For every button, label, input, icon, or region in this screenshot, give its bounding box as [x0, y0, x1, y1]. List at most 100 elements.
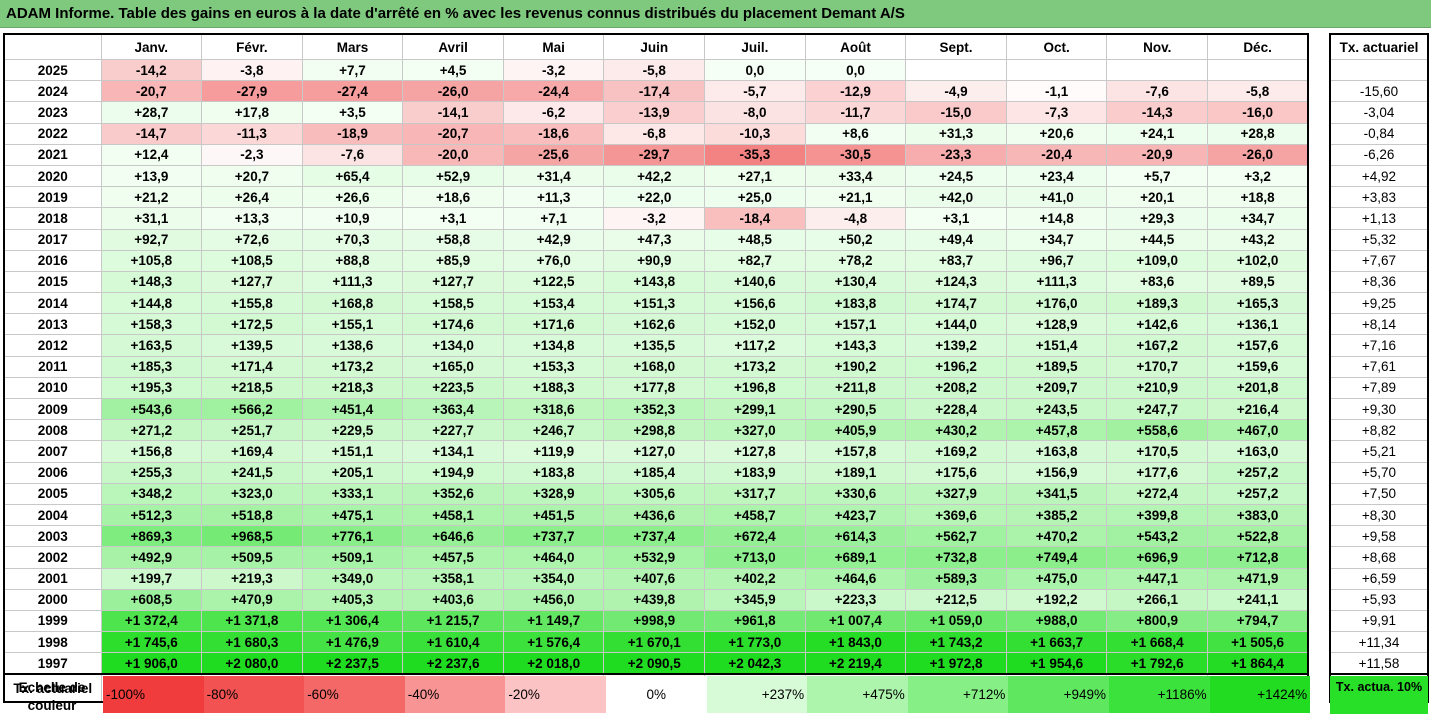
- tx-actuariel-cell: +5,70: [1329, 461, 1429, 484]
- heatmap-cell: +405,3: [301, 588, 404, 611]
- heatmap-cell: +961,8: [704, 609, 806, 633]
- year-label: 2006: [3, 461, 102, 484]
- heatmap-cell: +8,6: [804, 122, 907, 145]
- year-label: 2021: [3, 143, 102, 166]
- heatmap-cell: +403,6: [402, 588, 504, 611]
- heatmap-cell: +689,1: [804, 546, 907, 569]
- heatmap-cell: +257,2: [1207, 461, 1309, 484]
- heatmap-cell: +363,4: [402, 397, 504, 421]
- table-row: 2020 +13,9 +20,7 +65,4 +52,9 +31,4 +42,2 +27,1 +…: [3, 164, 1309, 188]
- heatmap-cell: +492,9: [100, 546, 203, 569]
- heatmap-cell: +201,8: [1207, 376, 1309, 400]
- title-bar: ADAM Informe. Table des gains en euros à…: [0, 0, 1431, 28]
- heatmap-cell: 0,0: [804, 58, 907, 82]
- side-row: +8,82: [1329, 419, 1429, 442]
- heatmap-cell: +151,1: [301, 440, 404, 463]
- side-row: +6,59: [1329, 567, 1429, 590]
- heatmap-cell: +183,9: [704, 461, 806, 484]
- heatmap-cell: +157,8: [804, 440, 907, 463]
- heatmap-cell: -14,1: [402, 101, 504, 124]
- heatmap-cell: +358,1: [402, 567, 504, 590]
- heatmap-cell: +247,7: [1106, 397, 1209, 421]
- heatmap-cell: +227,7: [402, 419, 504, 442]
- heatmap-cell: +255,3: [100, 461, 203, 484]
- heatmap-cell: -8,0: [704, 101, 806, 124]
- header-corner: [3, 33, 102, 60]
- heatmap-cell: -20,9: [1106, 143, 1209, 166]
- heatmap-cell: +143,3: [804, 334, 907, 357]
- table-row: 1997 +1 906,0 +2 080,0 +2 237,5 +2 237,6 +2 0…: [3, 652, 1309, 675]
- heatmap-cell: +272,4: [1106, 482, 1209, 505]
- table-row: 2022 -14,7 -11,3 -18,9 -20,7 -18,6 -6,8 -10,3 +8…: [3, 122, 1309, 145]
- heatmap-cell: +475,0: [1005, 567, 1108, 590]
- color-scale-swatch: +1186%: [1109, 676, 1210, 713]
- heatmap-cell: +1 864,4: [1207, 652, 1309, 675]
- heatmap-cell: +451,4: [301, 397, 404, 421]
- heatmap-cell: +776,1: [301, 525, 404, 548]
- heatmap-cell: +25,0: [704, 186, 806, 209]
- heatmap-cell: -3,2: [502, 58, 605, 82]
- heatmap-cell: +157,1: [804, 313, 907, 336]
- heatmap-cell: +323,0: [201, 482, 303, 505]
- heatmap-cell: [1207, 58, 1309, 82]
- color-scale-swatch: -20%: [505, 676, 606, 713]
- heatmap-cell: +794,7: [1207, 609, 1309, 633]
- heatmap-cell: +157,6: [1207, 334, 1309, 357]
- heatmap-cell: -3,8: [201, 58, 303, 82]
- heatmap-cell: -14,2: [100, 58, 203, 82]
- heatmap-cell: +327,9: [905, 482, 1007, 505]
- tx-actuariel-cell: +11,34: [1329, 631, 1429, 654]
- heatmap-cell: +566,2: [201, 397, 303, 421]
- heatmap-cell: +3,2: [1207, 164, 1309, 188]
- heatmap-cell: +189,1: [804, 461, 907, 484]
- heatmap-cell: +127,7: [402, 270, 504, 294]
- heatmap-cell: +229,5: [301, 419, 404, 442]
- year-label: 2025: [3, 58, 102, 82]
- heatmap-cell: +7,7: [301, 58, 404, 82]
- heatmap-cell: -12,9: [804, 80, 907, 103]
- side-row: +8,30: [1329, 503, 1429, 527]
- side-row: +9,91: [1329, 609, 1429, 633]
- heatmap-cell: +156,8: [100, 440, 203, 463]
- heatmap-cell: -16,0: [1207, 101, 1309, 124]
- side-row: +11,34: [1329, 631, 1429, 654]
- heatmap-cell: -7,3: [1005, 101, 1108, 124]
- heatmap-cell: +439,8: [603, 588, 706, 611]
- tx-actuariel-cell: -0,84: [1329, 122, 1429, 145]
- heatmap-cell: +696,9: [1106, 546, 1209, 569]
- heatmap-cell: +330,6: [804, 482, 907, 505]
- heatmap-cell: +1 576,4: [502, 631, 605, 654]
- heatmap-cell: -20,7: [402, 122, 504, 145]
- color-scale-swatch: 0%: [606, 676, 707, 713]
- heatmap-cell: +968,5: [201, 525, 303, 548]
- tx-actuariel-cell: +8,14: [1329, 313, 1429, 336]
- month-header: Août: [804, 33, 907, 60]
- side-header-row: Tx. actuariel: [1329, 33, 1429, 60]
- heatmap-cell: +471,9: [1207, 567, 1309, 590]
- heatmap-cell: +156,6: [704, 292, 806, 315]
- year-label: 2024: [3, 80, 102, 103]
- heatmap-cell: -7,6: [1106, 80, 1209, 103]
- heatmap-cell: +85,9: [402, 249, 504, 272]
- heatmap-cell: -3,2: [603, 207, 706, 230]
- page-title: ADAM Informe. Table des gains en euros à…: [6, 5, 905, 22]
- heatmap-cell: +271,2: [100, 419, 203, 442]
- heatmap-cell: +195,3: [100, 376, 203, 400]
- heatmap-cell: +1 843,0: [804, 631, 907, 654]
- tx-actuariel-cell: +5,32: [1329, 228, 1429, 251]
- side-row: +9,58: [1329, 525, 1429, 548]
- color-scale-swatch: +712%: [907, 676, 1009, 713]
- heatmap-cell: +90,9: [603, 249, 706, 272]
- tx-actuariel-cell: -15,60: [1329, 80, 1429, 103]
- heatmap-cell: +185,4: [603, 461, 706, 484]
- side-row: -6,26: [1329, 143, 1429, 166]
- heatmap-cell: +28,7: [100, 101, 203, 124]
- heatmap-cell: +174,6: [402, 313, 504, 336]
- heatmap-cell: +1 610,4: [402, 631, 504, 654]
- heatmap-cell: +183,8: [502, 461, 605, 484]
- heatmap-cell: +49,4: [905, 228, 1007, 251]
- heatmap-cell: +522,8: [1207, 525, 1309, 548]
- heatmap-cell: +139,5: [201, 334, 303, 357]
- heatmap-cell: +20,1: [1106, 186, 1209, 209]
- table-row: 2012 +163,5 +139,5 +138,6 +134,0 +134,8 +135,5…: [3, 334, 1309, 357]
